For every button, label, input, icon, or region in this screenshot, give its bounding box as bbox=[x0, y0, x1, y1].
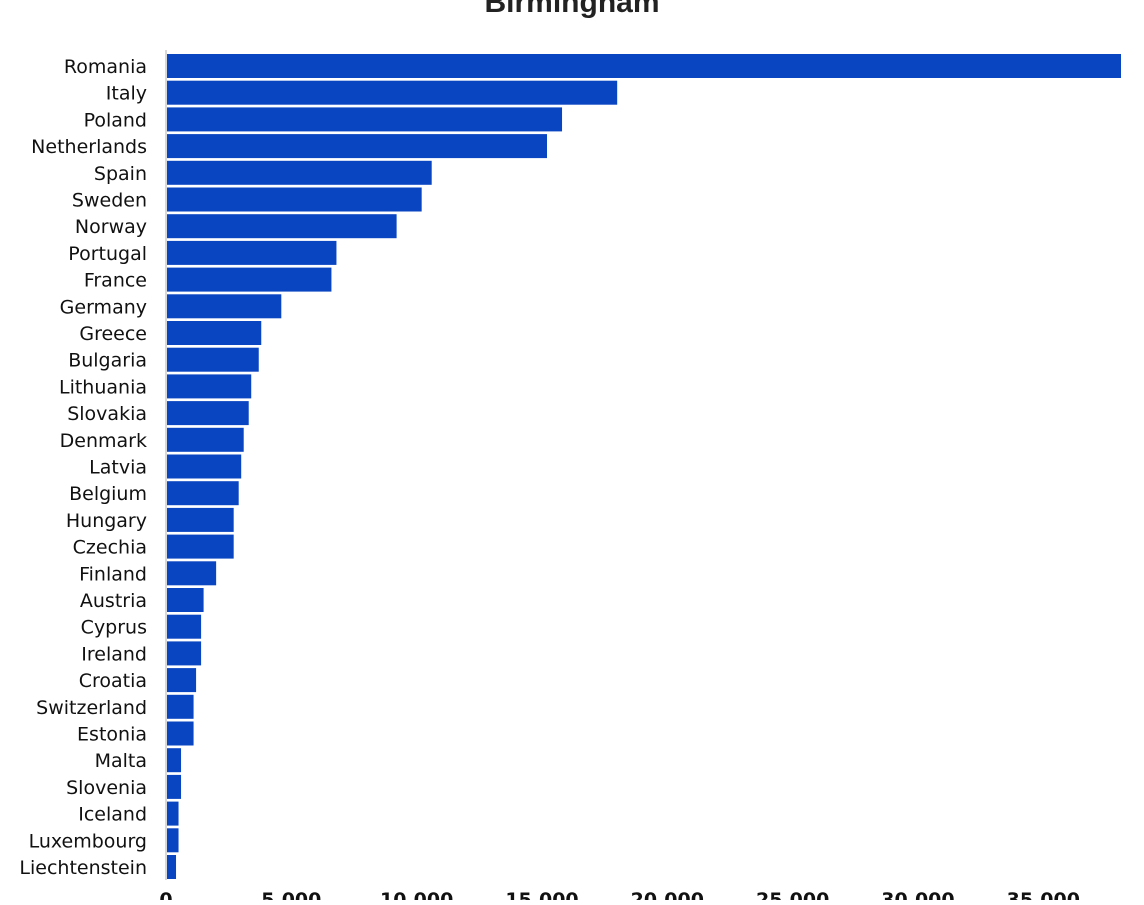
category-label: France bbox=[84, 270, 147, 292]
bar bbox=[167, 54, 1121, 78]
category-label: Latvia bbox=[89, 457, 147, 479]
category-label: Slovakia bbox=[67, 403, 147, 425]
bar bbox=[167, 267, 332, 292]
bar bbox=[167, 187, 422, 212]
x-tick-label: 25,000 bbox=[756, 889, 829, 900]
bar bbox=[167, 694, 194, 719]
category-label: Liechtenstein bbox=[19, 857, 147, 879]
category-label: Romania bbox=[64, 56, 147, 78]
bar bbox=[167, 214, 397, 239]
category-label: Lithuania bbox=[59, 376, 147, 398]
bar bbox=[167, 507, 234, 532]
category-label: Czechia bbox=[73, 537, 147, 559]
bar bbox=[167, 107, 563, 132]
category-label: Bulgaria bbox=[68, 350, 147, 372]
bar bbox=[167, 80, 618, 105]
category-label: Luxembourg bbox=[29, 830, 147, 852]
x-tick-label: 30,000 bbox=[881, 889, 954, 900]
bar bbox=[167, 774, 182, 799]
bar bbox=[167, 828, 179, 853]
x-tick-label: 35,000 bbox=[1007, 889, 1080, 900]
bar bbox=[167, 160, 432, 185]
category-label: Switzerland bbox=[36, 697, 147, 719]
category-label: Finland bbox=[79, 563, 147, 585]
bar bbox=[167, 561, 217, 586]
category-label: Belgium bbox=[69, 483, 147, 505]
bar bbox=[167, 855, 177, 879]
chart-title: Birmingham bbox=[484, 0, 660, 19]
bar bbox=[167, 294, 282, 319]
category-label: Poland bbox=[84, 109, 147, 131]
category-label: Spain bbox=[94, 163, 147, 185]
category-label: Austria bbox=[80, 590, 147, 612]
category-label: Iceland bbox=[78, 804, 147, 826]
x-tick-label: 0 bbox=[159, 889, 172, 900]
bar bbox=[167, 454, 242, 479]
x-tick-label: 10,000 bbox=[380, 889, 453, 900]
x-tick-label: 5,000 bbox=[261, 889, 321, 900]
category-label: Croatia bbox=[79, 670, 147, 692]
bar bbox=[167, 321, 262, 345]
category-label: Ireland bbox=[81, 643, 147, 665]
bar bbox=[167, 801, 179, 826]
bar bbox=[167, 668, 197, 693]
bar bbox=[167, 534, 234, 559]
bar bbox=[167, 721, 194, 746]
category-label: Germany bbox=[60, 296, 147, 318]
category-label: Slovenia bbox=[66, 777, 147, 799]
category-label: Cyprus bbox=[81, 617, 147, 639]
bar bbox=[167, 481, 239, 506]
bar bbox=[167, 588, 204, 612]
category-label: Italy bbox=[106, 83, 147, 105]
category-label: Greece bbox=[79, 323, 147, 345]
bar bbox=[167, 401, 249, 426]
category-label: Norway bbox=[75, 216, 147, 238]
category-label: Portugal bbox=[68, 243, 147, 265]
bar bbox=[167, 641, 202, 666]
category-label: Denmark bbox=[60, 430, 147, 452]
x-tick-label: 15,000 bbox=[505, 889, 578, 900]
bar bbox=[167, 374, 252, 399]
bar bbox=[167, 347, 259, 372]
category-label: Netherlands bbox=[31, 136, 147, 158]
category-label: Sweden bbox=[72, 190, 147, 212]
category-label: Estonia bbox=[77, 724, 147, 746]
bar bbox=[167, 240, 337, 265]
bar bbox=[167, 748, 182, 773]
category-label: Malta bbox=[95, 750, 147, 772]
category-label: Hungary bbox=[66, 510, 147, 532]
bar bbox=[167, 427, 244, 452]
x-tick-label: 20,000 bbox=[631, 889, 704, 900]
bar bbox=[167, 134, 547, 159]
bar bbox=[167, 614, 202, 639]
